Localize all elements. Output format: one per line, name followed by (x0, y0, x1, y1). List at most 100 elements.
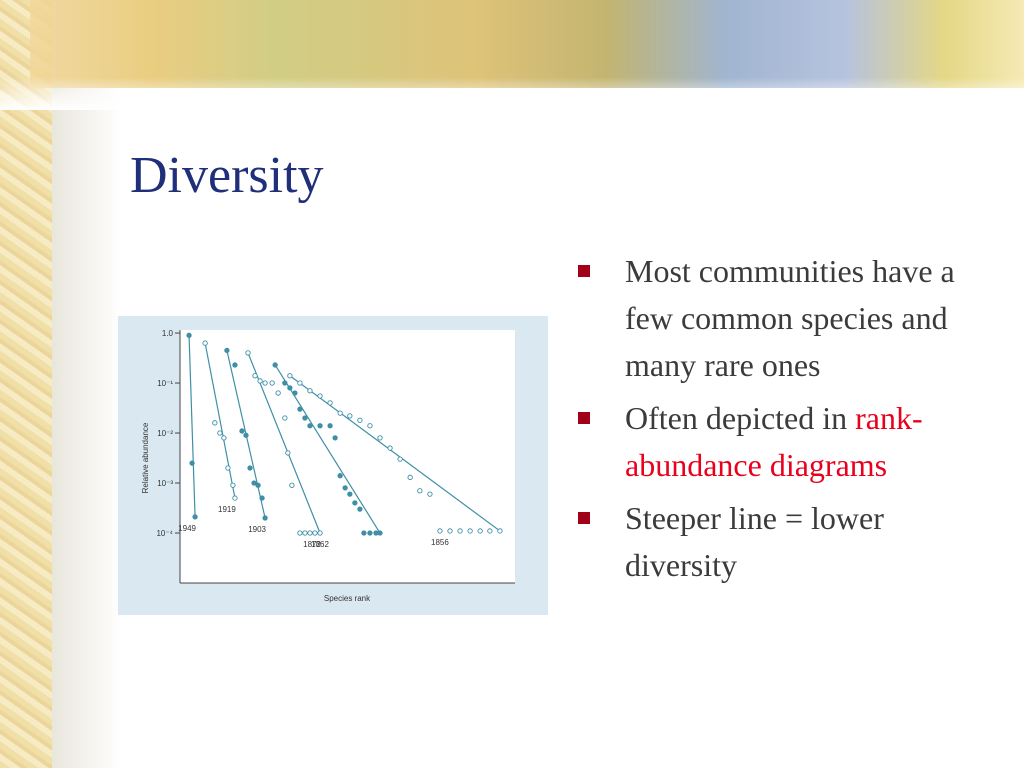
data-point (225, 465, 231, 471)
data-point (186, 332, 192, 338)
data-point (307, 423, 313, 429)
data-point (342, 485, 348, 491)
banner-fade (0, 0, 1024, 110)
data-point (327, 400, 333, 406)
data-point (457, 528, 463, 534)
data-point (417, 488, 423, 494)
x-axis-label: Species rank (324, 594, 371, 603)
data-point (361, 530, 367, 536)
data-point (289, 482, 295, 488)
data-point (377, 530, 383, 536)
bullet-marker (578, 512, 590, 524)
y-axis-label: Relative abundance (141, 422, 150, 493)
data-point (262, 380, 268, 386)
data-point (245, 350, 251, 356)
data-point (189, 460, 195, 466)
data-point (224, 347, 230, 354)
data-point (467, 528, 473, 534)
data-point (192, 514, 198, 520)
y-tick-label: 10⁻³ (157, 479, 173, 488)
bullet-text: Most communities have a few common speci… (625, 253, 955, 383)
data-point (347, 491, 353, 497)
data-point (287, 373, 293, 379)
data-point (347, 413, 353, 419)
data-point (255, 482, 261, 488)
y-tick-label: 1.0 (162, 329, 174, 338)
bullet-text: Often depicted in (625, 400, 856, 436)
y-tick-label: 10⁻² (157, 429, 173, 438)
data-point (302, 530, 308, 536)
plot-area (180, 330, 515, 583)
side-texture (0, 0, 52, 768)
bullet-text: Steeper line = lower diversity (625, 500, 884, 583)
data-point (337, 410, 343, 416)
data-point (243, 432, 249, 438)
data-point (307, 530, 313, 536)
side-shade (52, 0, 122, 768)
bullet: Most communities have a few common speci… (578, 248, 998, 389)
data-point (317, 423, 323, 429)
data-point (297, 406, 303, 412)
data-point (447, 528, 453, 534)
fit-line (289, 375, 501, 532)
data-point (357, 506, 363, 512)
fit-line (204, 342, 236, 499)
data-point (257, 378, 263, 384)
series-label: 1872 (303, 540, 321, 549)
data-point (497, 528, 503, 534)
data-point (317, 530, 323, 536)
data-point (317, 393, 323, 399)
data-point (272, 362, 278, 368)
series-label: 1856 (431, 538, 449, 547)
data-point (427, 491, 433, 497)
data-point (275, 390, 281, 396)
data-point (477, 528, 483, 534)
bullet: Often depicted in rank-abundance diagram… (578, 395, 998, 489)
data-point (269, 380, 275, 386)
data-point (232, 362, 238, 368)
data-point (307, 388, 313, 394)
data-point (327, 423, 333, 429)
data-point (367, 530, 373, 536)
data-point (387, 445, 393, 451)
data-point (252, 373, 258, 379)
series-label: 1919 (218, 505, 236, 514)
data-point (251, 480, 257, 486)
data-point (397, 456, 403, 462)
data-point (407, 474, 413, 480)
data-point (262, 515, 268, 521)
series-label: 1862 (311, 540, 329, 549)
data-point (247, 465, 253, 471)
data-point (221, 435, 227, 441)
bullet-marker (578, 412, 590, 424)
fit-line (188, 335, 196, 517)
data-point (212, 420, 218, 426)
data-point (292, 390, 298, 396)
data-point (297, 530, 303, 536)
bullet: Steeper line = lower diversity (578, 495, 998, 589)
data-point (437, 528, 443, 534)
y-tick-label: 10⁻¹ (157, 379, 173, 388)
data-point (297, 380, 303, 386)
data-point (259, 495, 265, 501)
data-point (217, 430, 223, 436)
data-point (202, 340, 208, 346)
slide-title: Diversity (130, 147, 324, 204)
data-point (232, 495, 238, 501)
bullet-marker (578, 265, 590, 277)
data-point (332, 435, 338, 441)
data-point (282, 415, 288, 421)
data-point (337, 473, 343, 479)
data-point (352, 500, 358, 506)
data-point (302, 415, 308, 421)
data-point (357, 417, 363, 423)
data-point (285, 450, 291, 456)
series-label: 1903 (248, 525, 266, 534)
data-point (487, 528, 493, 534)
bullet-highlight: rank-abundance diagrams (625, 400, 923, 483)
data-point (367, 423, 373, 429)
data-point (287, 385, 293, 391)
data-point (312, 530, 318, 536)
